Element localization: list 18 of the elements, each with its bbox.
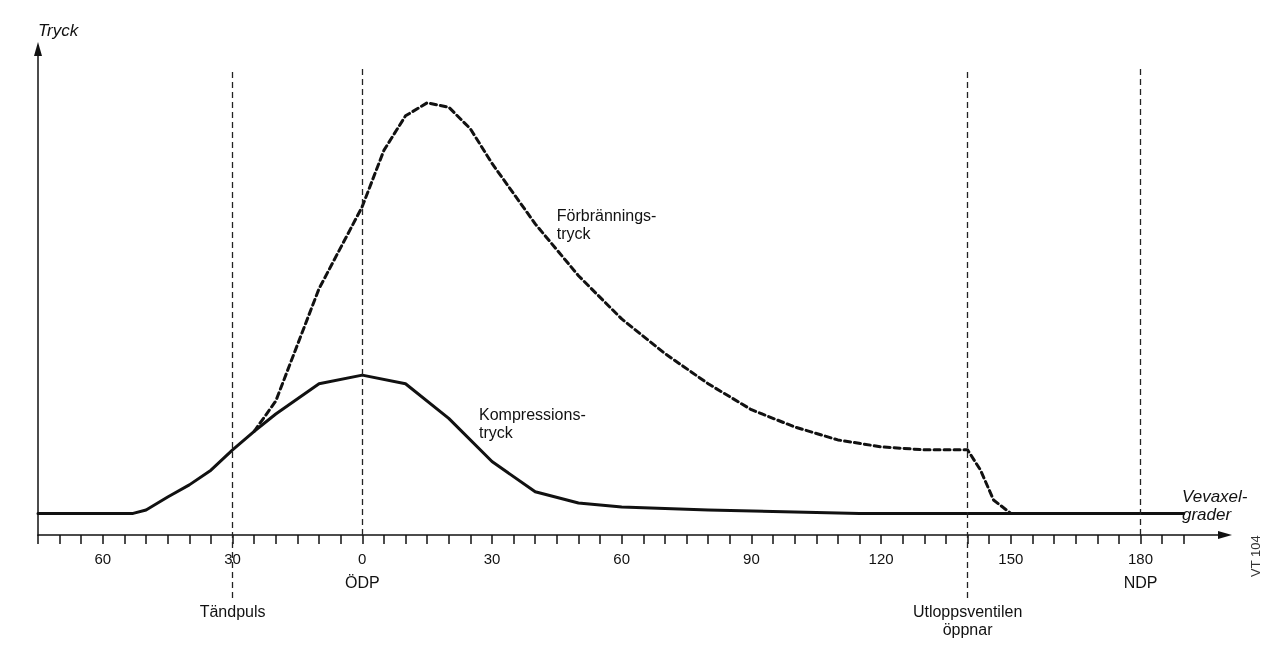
x-tick-label: 150 bbox=[998, 550, 1024, 567]
ref-line-label: Tändpuls bbox=[199, 602, 266, 620]
x-tick-label: 60 bbox=[613, 550, 631, 567]
x-tick-label: 0 bbox=[358, 550, 367, 567]
series-label: Kompressions- tryck bbox=[479, 405, 586, 441]
x-tick-label: 30 bbox=[483, 550, 501, 567]
x-axis-title: Vevaxel- grader bbox=[1182, 486, 1248, 524]
ref-line-label: Utloppsventilen öppnar bbox=[912, 602, 1023, 638]
series-label: Förbrännings- tryck bbox=[556, 207, 657, 243]
x-tick-label: 90 bbox=[743, 550, 760, 567]
ref-line-label: ÖDP bbox=[344, 573, 380, 591]
ref-line-label: NDP bbox=[1123, 573, 1158, 591]
text: VT 104 bbox=[1248, 535, 1263, 577]
x-tick-label: 30 bbox=[224, 550, 241, 567]
y-axis-title: Tryck bbox=[38, 21, 80, 40]
x-tick-label: 60 bbox=[94, 550, 112, 567]
x-tick-label: 120 bbox=[868, 550, 894, 567]
x-tick-label: 180 bbox=[1128, 550, 1154, 567]
